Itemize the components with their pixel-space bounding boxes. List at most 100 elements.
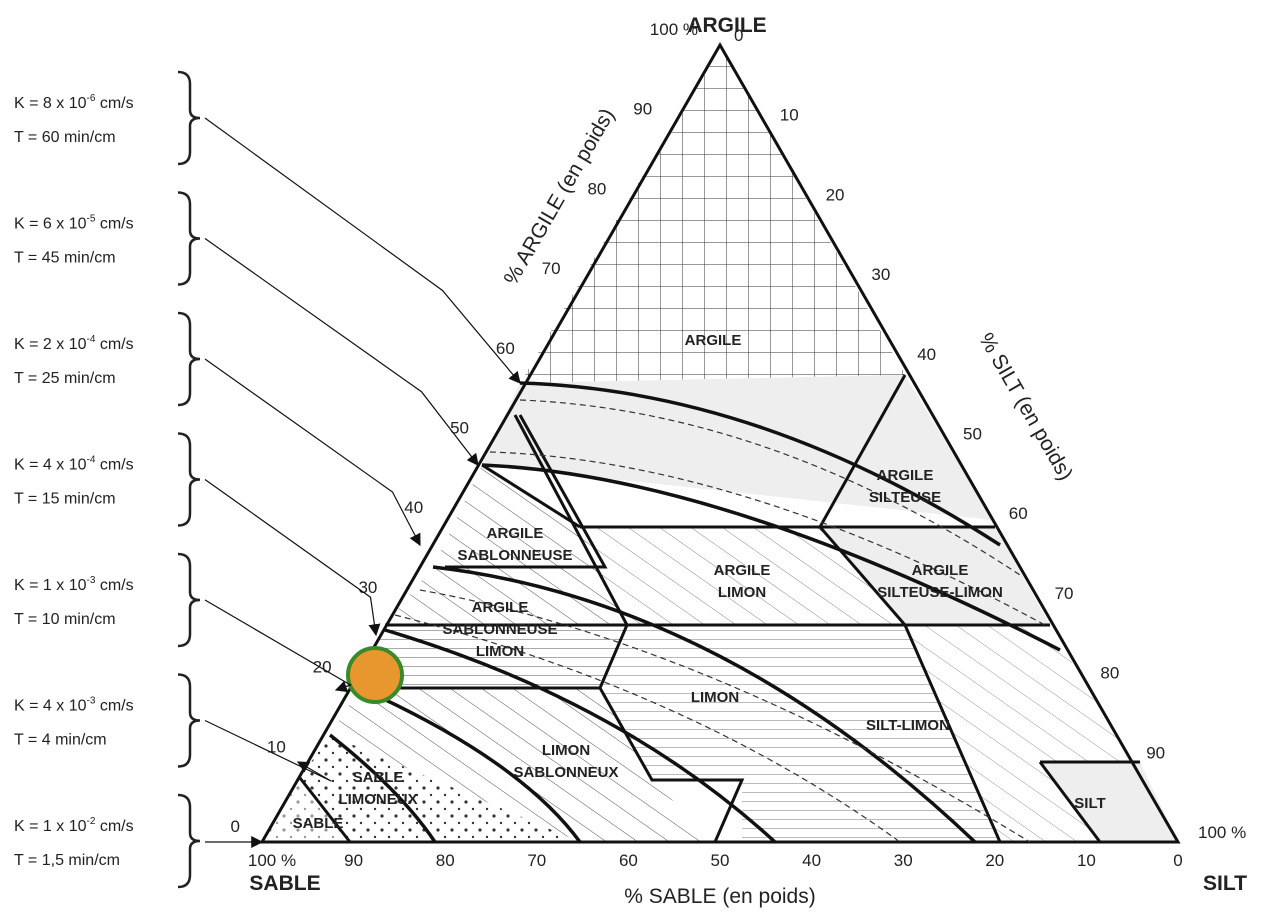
clay-tick-label: 30: [358, 578, 377, 597]
arrow: [204, 238, 479, 466]
brace: [177, 70, 201, 166]
region-label: ARGILE: [487, 525, 544, 542]
k-exponent: -5: [87, 214, 96, 225]
region-label: SABLONNEUSE: [442, 621, 557, 638]
region-label: ARGILE: [912, 562, 969, 579]
silt-tick-label: 60: [1009, 504, 1028, 523]
k-unit: cm/s: [95, 818, 133, 835]
region-label: ARGILE: [472, 599, 529, 616]
vertex-label: SABLE: [249, 872, 320, 895]
region-label: ARGILE: [877, 467, 934, 484]
k-value: K = 4 x 10-3 cm/s: [14, 696, 134, 715]
clay-tick-label: 50: [450, 419, 469, 438]
k-text: K = 1 x 10: [14, 577, 87, 594]
sand-tick-label: 90: [344, 851, 363, 870]
dashed-curves: [394, 399, 1046, 843]
marker: [346, 646, 404, 704]
clay-tick-label: 0: [231, 817, 240, 836]
region-label: LIMON: [476, 643, 524, 660]
sand-tick-label: 40: [802, 851, 821, 870]
silt-tick-label: 20: [826, 185, 845, 204]
silt-tick-label: 50: [963, 425, 982, 444]
silt-tick-label: 10: [780, 106, 799, 125]
brace: [177, 432, 201, 527]
sand-tick-label: 80: [436, 851, 455, 870]
clay-tick-label: 60: [496, 339, 515, 358]
vertex-label: ARGILE: [687, 14, 766, 37]
axis-title: % SILT (en poids): [974, 329, 1077, 484]
k-unit: cm/s: [95, 457, 133, 474]
region-label: SABLE: [293, 815, 344, 832]
clay-tick-label: 90: [633, 100, 652, 119]
k-exponent: -4: [87, 455, 96, 466]
region-label: SILTEUSE: [869, 489, 941, 506]
region-label: LIMON: [691, 689, 739, 706]
region-label: LIMON: [542, 742, 590, 759]
silt-tick-label: 0: [734, 26, 743, 45]
sand-tick-label: 100 %: [248, 851, 296, 870]
arrow: [204, 479, 381, 637]
k-text: K = 8 x 10: [14, 95, 87, 112]
arrow: [204, 117, 521, 384]
k-value: K = 2 x 10-4 cm/s: [14, 334, 134, 353]
k-exponent: -6: [87, 93, 96, 104]
t-value: T = 10 min/cm: [14, 611, 116, 628]
k-exponent: -2: [87, 816, 96, 827]
sand-tick-label: 70: [527, 851, 546, 870]
region-label: SILT: [1074, 795, 1105, 812]
k-value: K = 1 x 10-2 cm/s: [14, 816, 134, 835]
brace: [177, 311, 201, 407]
brace: [177, 793, 201, 889]
clay-tick-label: 80: [587, 179, 606, 198]
permeability-curves: [328, 381, 1061, 844]
k-text: K = 4 x 10: [14, 457, 87, 474]
sand-tick-label: 30: [894, 851, 913, 870]
k-unit: cm/s: [95, 216, 133, 233]
k-value: K = 1 x 10-3 cm/s: [14, 575, 134, 594]
brace: [177, 552, 201, 648]
silt-tick-label: 100 %: [1198, 823, 1246, 842]
silt-tick-label: 40: [917, 345, 936, 364]
arrow: [204, 599, 352, 693]
k-text: K = 2 x 10: [14, 336, 87, 353]
k-exponent: -3: [87, 575, 96, 586]
region-label: LIMONEUX: [338, 791, 417, 808]
region-label: SILT-LIMON: [866, 717, 950, 734]
sand-tick-label: 60: [619, 851, 638, 870]
arrow: [204, 358, 421, 547]
region-label: ARGILE: [714, 562, 771, 579]
silt-tick-label: 70: [1055, 584, 1074, 603]
k-exponent: -3: [87, 696, 96, 707]
t-value: T = 15 min/cm: [14, 491, 116, 508]
k-unit: cm/s: [95, 698, 133, 715]
axis-title: % SABLE (en poids): [624, 885, 815, 908]
vertex-label: SILT: [1203, 872, 1247, 895]
clay-tick-label: 70: [542, 259, 561, 278]
t-value: T = 45 min/cm: [14, 250, 116, 267]
silt-tick-label: 80: [1100, 664, 1119, 683]
k-exponent: -4: [87, 334, 96, 345]
t-value: T = 25 min/cm: [14, 370, 116, 387]
k-value: K = 6 x 10-5 cm/s: [14, 214, 134, 233]
k-unit: cm/s: [95, 577, 133, 594]
region-label: SABLONNEUX: [513, 764, 618, 781]
clay-tick-label: 10: [267, 737, 286, 756]
region-label: ARGILE: [685, 332, 742, 349]
clay-tick-label: 20: [313, 658, 332, 677]
t-value: T = 4 min/cm: [14, 732, 107, 749]
t-value: T = 1,5 min/cm: [14, 852, 120, 869]
clay-tick-label: 40: [404, 498, 423, 517]
silt-tick-label: 30: [871, 265, 890, 284]
sand-tick-label: 0: [1173, 851, 1182, 870]
k-unit: cm/s: [95, 336, 133, 353]
k-text: K = 6 x 10: [14, 216, 87, 233]
k-text: K = 1 x 10: [14, 818, 87, 835]
sand-tick-label: 20: [985, 851, 1004, 870]
k-text: K = 4 x 10: [14, 698, 87, 715]
k-unit: cm/s: [95, 95, 133, 112]
region-label: LIMON: [718, 584, 766, 601]
k-value: K = 8 x 10-6 cm/s: [14, 93, 134, 112]
region-label: SABLONNEUSE: [457, 547, 572, 564]
clay-tick-label: 100 %: [650, 20, 698, 39]
